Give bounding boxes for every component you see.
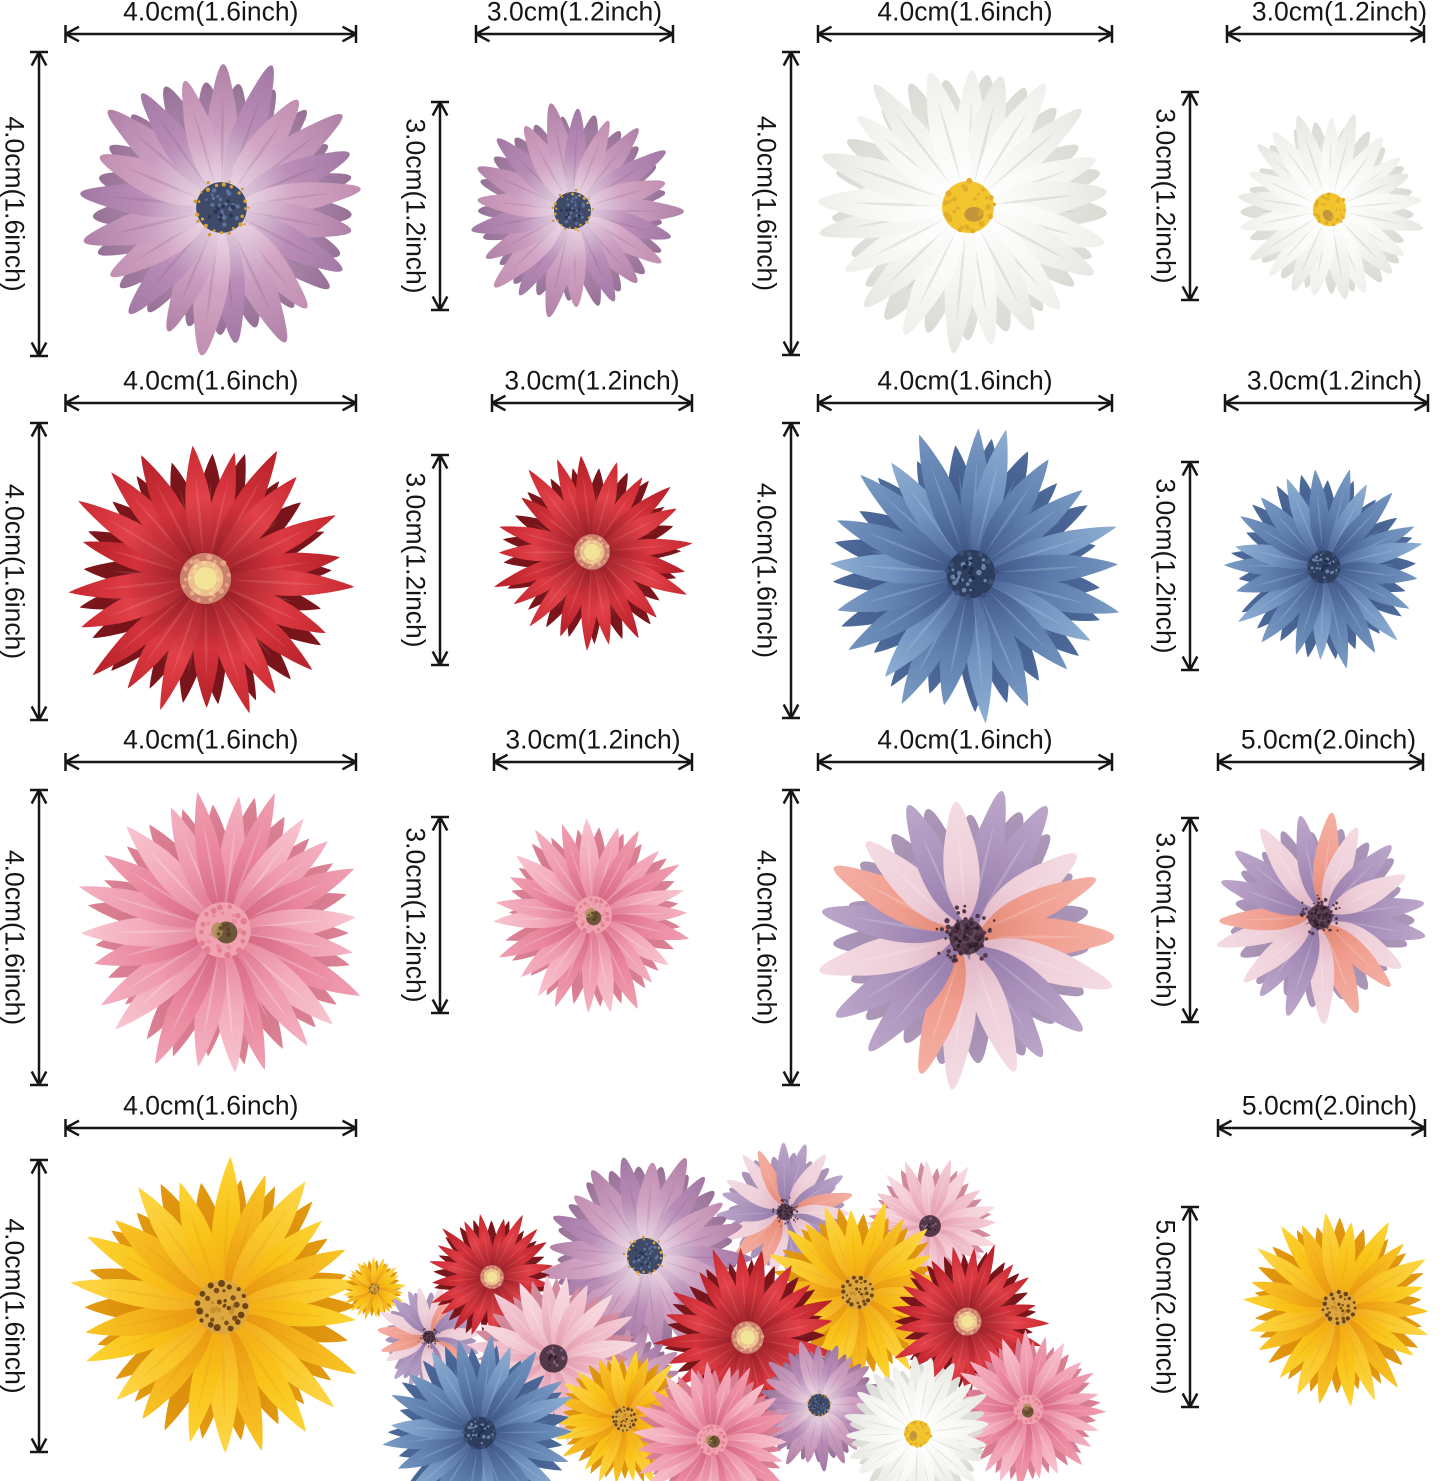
svg-text:4.0cm(1.6inch): 4.0cm(1.6inch) <box>123 1091 298 1121</box>
svg-text:3.0cm(1.2inch): 3.0cm(1.2inch) <box>401 827 431 1002</box>
svg-text:3.0cm(1.2inch): 3.0cm(1.2inch) <box>1151 478 1181 653</box>
svg-text:3.0cm(1.2inch): 3.0cm(1.2inch) <box>505 725 680 755</box>
svg-text:4.0cm(1.6inch): 4.0cm(1.6inch) <box>0 116 30 291</box>
svg-text:4.0cm(1.6inch): 4.0cm(1.6inch) <box>877 725 1052 755</box>
svg-text:3.0cm(1.2inch): 3.0cm(1.2inch) <box>401 472 431 647</box>
svg-text:4.0cm(1.6inch): 4.0cm(1.6inch) <box>752 850 782 1025</box>
svg-text:4.0cm(1.6inch): 4.0cm(1.6inch) <box>123 366 298 396</box>
svg-text:4.0cm(1.6inch): 4.0cm(1.6inch) <box>0 1218 30 1393</box>
svg-text:3.0cm(1.2inch): 3.0cm(1.2inch) <box>487 0 662 27</box>
svg-text:4.0cm(1.6inch): 4.0cm(1.6inch) <box>123 0 298 27</box>
svg-text:3.0cm(1.2inch): 3.0cm(1.2inch) <box>401 118 431 293</box>
svg-text:4.0cm(1.6inch): 4.0cm(1.6inch) <box>752 116 782 291</box>
svg-text:5.0cm(2.0inch): 5.0cm(2.0inch) <box>1242 1091 1417 1121</box>
svg-text:3.0cm(1.2inch): 3.0cm(1.2inch) <box>1151 832 1181 1007</box>
svg-text:4.0cm(1.6inch): 4.0cm(1.6inch) <box>752 483 782 658</box>
svg-text:3.0cm(1.2inch): 3.0cm(1.2inch) <box>504 366 679 396</box>
svg-text:3.0cm(1.2inch): 3.0cm(1.2inch) <box>1247 366 1422 396</box>
svg-text:5.0cm(2.0inch): 5.0cm(2.0inch) <box>1151 1219 1181 1394</box>
svg-text:5.0cm(2.0inch): 5.0cm(2.0inch) <box>1241 725 1416 755</box>
svg-text:4.0cm(1.6inch): 4.0cm(1.6inch) <box>877 366 1052 396</box>
svg-text:3.0cm(1.2inch): 3.0cm(1.2inch) <box>1151 108 1181 283</box>
svg-text:4.0cm(1.6inch): 4.0cm(1.6inch) <box>0 850 30 1025</box>
svg-text:4.0cm(1.6inch): 4.0cm(1.6inch) <box>877 0 1052 27</box>
svg-text:4.0cm(1.6inch): 4.0cm(1.6inch) <box>123 725 298 755</box>
svg-text:4.0cm(1.6inch): 4.0cm(1.6inch) <box>0 484 30 659</box>
svg-text:3.0cm(1.2inch): 3.0cm(1.2inch) <box>1252 0 1427 27</box>
